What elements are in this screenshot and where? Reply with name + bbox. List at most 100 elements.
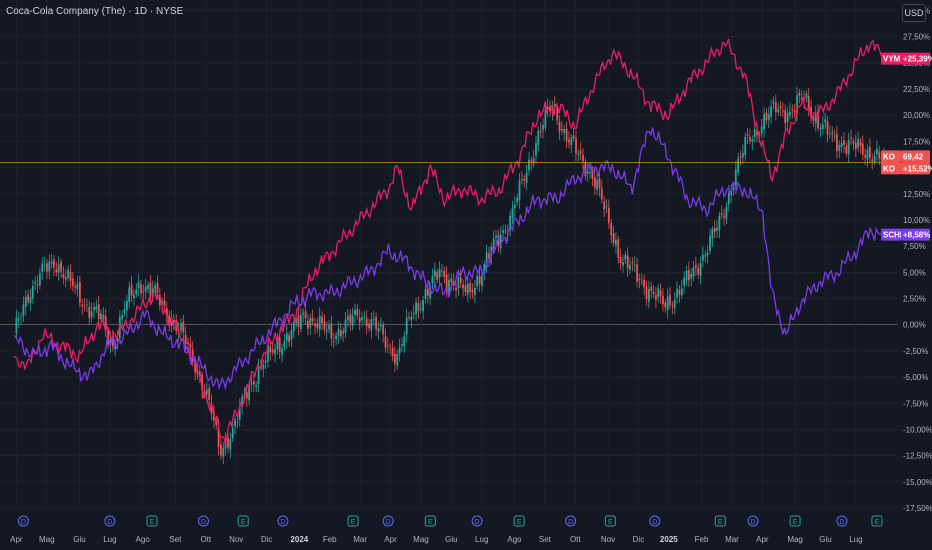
candle <box>713 220 716 238</box>
y-tick-label: -15,00% <box>903 478 932 487</box>
candle <box>629 257 631 275</box>
candle <box>436 268 439 284</box>
candle <box>662 287 664 312</box>
candle <box>60 258 62 279</box>
dividend-marker[interactable]: D <box>382 515 394 527</box>
dividend-marker[interactable]: D <box>565 515 577 527</box>
candle <box>553 96 556 115</box>
candle <box>128 281 131 309</box>
candle <box>774 94 777 121</box>
earnings-marker[interactable]: E <box>789 515 801 527</box>
candle <box>342 327 345 343</box>
candle <box>166 301 168 326</box>
dividend-marker[interactable]: D <box>471 515 483 527</box>
candle <box>511 201 514 224</box>
y-axis: 30,00%27,50%25,00%22,50%20,00%17,50%15,0… <box>903 6 932 513</box>
x-tick-label: Mag <box>787 535 803 544</box>
candle <box>784 104 787 130</box>
candle <box>516 193 519 207</box>
dividend-marker[interactable]: D <box>17 515 29 527</box>
svg-text:D: D <box>839 519 844 526</box>
candle <box>488 246 490 264</box>
earnings-marker[interactable]: E <box>146 515 158 527</box>
dividend-marker[interactable]: D <box>104 515 116 527</box>
y-tick-label: -2,50% <box>903 347 928 356</box>
candle <box>452 272 455 291</box>
candle <box>27 289 29 306</box>
candle <box>264 352 267 370</box>
earnings-marker[interactable]: E <box>237 515 249 527</box>
dividend-marker[interactable]: D <box>277 515 289 527</box>
candle <box>695 256 697 276</box>
candle <box>497 229 500 253</box>
badge-ko-change-name: KO <box>883 164 895 173</box>
candle <box>824 112 827 129</box>
earnings-marker[interactable]: E <box>347 515 359 527</box>
series-layer <box>0 38 898 445</box>
candle <box>107 327 109 349</box>
candle <box>469 278 472 299</box>
candle <box>744 132 747 162</box>
candle <box>563 124 566 141</box>
dividend-marker[interactable]: D <box>649 515 661 527</box>
candle <box>43 256 46 272</box>
candle <box>633 256 636 273</box>
candle <box>262 359 265 378</box>
candle <box>826 115 829 143</box>
candle <box>692 261 695 282</box>
candle <box>163 292 166 310</box>
y-tick-label: -10,00% <box>903 425 932 434</box>
x-tick-label: Dic <box>633 535 645 544</box>
candle <box>483 260 486 281</box>
candle <box>805 90 808 103</box>
series-line-vym <box>13 38 885 445</box>
earnings-marker[interactable]: E <box>604 515 616 527</box>
candle <box>669 287 671 310</box>
candle <box>121 310 124 328</box>
candle <box>358 309 361 330</box>
candle <box>687 261 690 288</box>
svg-text:E: E <box>351 519 356 526</box>
dividend-marker[interactable]: D <box>747 515 759 527</box>
candle <box>612 226 615 247</box>
candle <box>391 340 394 362</box>
candle <box>603 196 606 218</box>
candle <box>685 265 688 286</box>
earnings-marker[interactable]: E <box>424 515 436 527</box>
earnings-marker[interactable]: E <box>714 515 726 527</box>
series-badges: VYM +25,39% SCHD+8,58% KO 69,42 KO +15,52% <box>881 52 932 241</box>
y-tick-label: 27,50% <box>903 33 930 42</box>
candle <box>370 312 373 339</box>
candle <box>725 202 728 224</box>
candle <box>168 310 171 332</box>
dividend-marker[interactable]: D <box>836 515 848 527</box>
candle <box>95 299 98 313</box>
svg-text:E: E <box>793 519 798 526</box>
x-tick-label: Ott <box>570 535 581 544</box>
x-tick-label: Feb <box>695 535 709 544</box>
candle <box>598 171 601 197</box>
candle <box>123 300 126 317</box>
candle <box>859 137 862 154</box>
earnings-marker[interactable]: E <box>871 515 883 527</box>
currency-button[interactable]: USD <box>902 4 926 22</box>
candle <box>546 98 549 118</box>
candle <box>749 128 751 145</box>
candle <box>50 253 53 269</box>
x-tick-label: Apr <box>756 535 769 544</box>
candle <box>683 271 685 295</box>
candle <box>396 349 399 370</box>
candle <box>222 441 225 465</box>
x-tick-label: Giu <box>819 535 831 544</box>
candle <box>257 358 260 393</box>
x-tick-label: Ago <box>136 535 151 544</box>
dividend-marker[interactable]: D <box>197 515 209 527</box>
candle <box>466 275 469 303</box>
earnings-marker[interactable]: E <box>513 515 525 527</box>
x-tick-label: Lug <box>849 535 862 544</box>
candle <box>147 281 149 294</box>
x-tick-label: Dic <box>261 535 273 544</box>
